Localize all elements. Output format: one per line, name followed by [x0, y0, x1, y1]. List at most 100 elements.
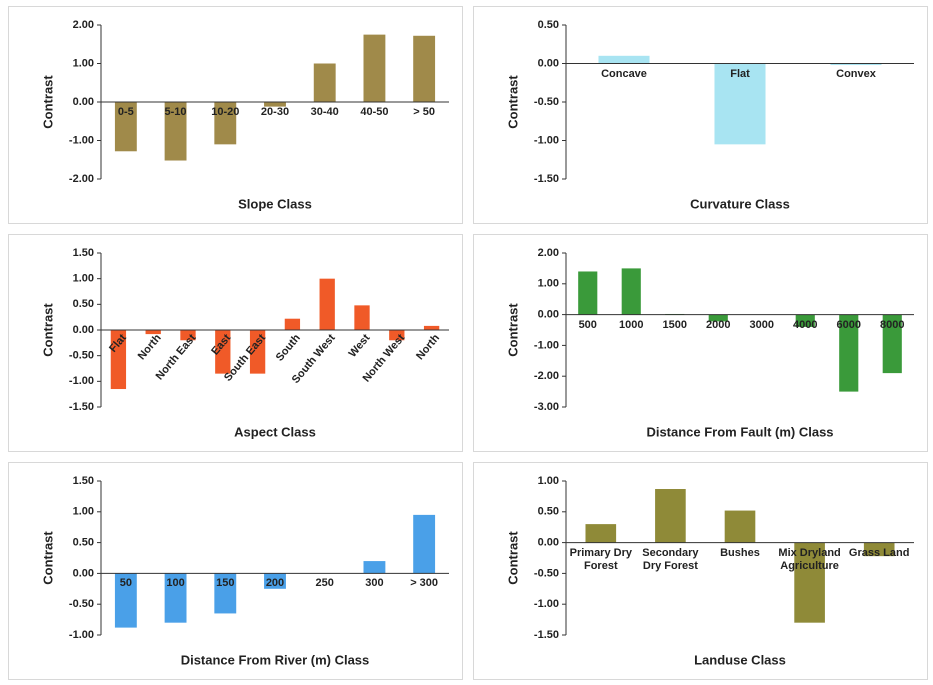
y-axis-label: Contrast	[40, 75, 55, 129]
x-tick-label-box: 8000	[880, 319, 904, 331]
chart-panel: 0.50 0.00 -0.50 -1.00 -1.50 Contrast Curvature…	[473, 6, 928, 224]
bar	[164, 573, 187, 623]
x-tick-label: 1000	[619, 318, 644, 331]
y-axis-label: Contrast	[505, 75, 520, 129]
x-tick-label-box: 30-40	[310, 106, 339, 118]
y-tick-label: 0.00	[73, 96, 94, 108]
bar	[423, 325, 440, 330]
x-axis-label: Distance From River (m) Class	[181, 652, 370, 667]
bar	[413, 514, 436, 574]
bar	[389, 330, 405, 341]
y-tick-label: -1.50	[534, 629, 559, 641]
x-tick-label: North	[136, 332, 164, 362]
x-tick-label-box: 500	[578, 318, 597, 331]
y-tick-label: 0.00	[73, 324, 94, 336]
y-tick-label: 0.50	[538, 19, 559, 31]
x-tick-label: 50	[119, 577, 132, 590]
y-axis-label: Contrast	[505, 303, 520, 357]
x-tick-label: 3000	[749, 318, 774, 331]
x-tick-label-box: 250	[315, 577, 334, 590]
x-axis-label: Landuse Class	[694, 652, 786, 667]
bar	[319, 278, 335, 330]
x-tick-label: Flat	[730, 67, 750, 80]
x-tick-label-box: 2000	[706, 318, 731, 331]
x-tick-label: West	[347, 332, 373, 360]
bar	[114, 573, 137, 628]
y-tick-label: -0.50	[534, 567, 559, 579]
x-tick-label: 4000	[793, 318, 818, 331]
x-tick-label-box: 6000	[837, 319, 861, 331]
bar	[363, 34, 386, 102]
x-tick-label: 250	[315, 577, 334, 590]
x-tick-label: 2000	[706, 318, 731, 331]
x-tick-label: 40-50	[360, 106, 389, 118]
x-tick-label-box: 20-30	[260, 106, 290, 118]
bar	[264, 102, 286, 107]
bar	[249, 330, 266, 374]
bar	[215, 330, 231, 374]
x-tick-label: 150	[216, 577, 235, 590]
bar	[214, 573, 237, 614]
bar	[354, 305, 370, 330]
x-tick-label: 20-30	[260, 106, 290, 118]
bar	[598, 55, 650, 64]
x-tick-label-box: 100	[166, 577, 185, 590]
x-tick-label-box: 4000	[793, 318, 818, 331]
chart-panel: 2.00 1.00 0.00 -1.00 -2.00 Contrast Slope Clas…	[8, 6, 463, 224]
x-tick-label: Grass Land	[848, 546, 910, 559]
x-tick-label: 30-40	[310, 106, 339, 118]
chart-panel: 1.50 1.00 0.50 0.00 -0.50 -1.00 Contrast Distan…	[8, 462, 463, 680]
bar	[264, 573, 286, 589]
x-tick-label: 500	[578, 318, 597, 331]
bar	[863, 542, 895, 557]
bar	[145, 330, 161, 335]
y-tick-label: 0.50	[73, 537, 94, 549]
x-tick-label-box: Convex	[836, 68, 876, 80]
bar	[363, 561, 386, 574]
bar	[655, 489, 686, 543]
y-tick-label: -1.00	[534, 598, 559, 610]
x-tick-label-box: 3000	[749, 318, 774, 331]
x-tick-label-box: 150	[216, 577, 235, 590]
x-axis-label: Curvature Class	[690, 196, 790, 211]
y-tick-label: -1.00	[534, 134, 559, 146]
y-tick-label: -2.00	[69, 173, 94, 185]
bar	[180, 330, 196, 341]
x-tick-label-box: 1000	[619, 318, 644, 331]
y-tick-label: -0.50	[69, 598, 94, 610]
x-tick-label: > 300	[410, 577, 439, 590]
y-tick-label: 0.00	[538, 537, 559, 549]
x-tick-label-box: Primary Dry Forest	[570, 547, 632, 572]
y-tick-label: 1.00	[73, 273, 94, 285]
chart-panel: 1.50 1.00 0.50 0.00 -0.50 -1.00 -1.50 Contrast A…	[8, 234, 463, 452]
x-axis-label: Distance From Fault (m) Class	[646, 424, 833, 439]
y-tick-label: -3.00	[534, 401, 559, 413]
bar	[882, 314, 902, 374]
chart-panel: 1.00 0.50 0.00 -0.50 -1.00 -1.50 Contrast Landu…	[473, 462, 928, 680]
x-tick-label: 5-10	[164, 106, 187, 118]
y-tick-label: 2.00	[538, 247, 559, 259]
bar	[164, 102, 187, 161]
x-tick-label: Concave	[601, 67, 647, 80]
y-tick-label: -1.00	[69, 375, 94, 387]
bar	[313, 63, 336, 102]
bar	[839, 314, 859, 392]
x-tick-label: 200	[265, 577, 285, 590]
x-tick-label-box: > 50	[413, 106, 435, 118]
bar	[214, 102, 237, 145]
x-axis-label: Slope Class	[238, 196, 312, 211]
x-tick-label-box: 5-10	[164, 106, 187, 118]
x-tick-label-box: 10-20	[211, 106, 239, 118]
y-tick-label: 1.50	[73, 475, 94, 487]
y-tick-label: -1.50	[534, 173, 559, 185]
bar	[585, 524, 617, 543]
bar	[578, 271, 598, 315]
y-axis-label: Contrast	[40, 303, 55, 357]
chart-panel: 2.00 1.00 0.00 -1.00 -2.00 -3.00 Contrast Dista…	[473, 234, 928, 452]
y-axis-label: Contrast	[505, 531, 520, 585]
x-tick-label: 100	[166, 577, 185, 590]
bar	[110, 330, 127, 390]
bar	[114, 102, 137, 152]
x-tick-label: 0-5	[117, 106, 134, 118]
